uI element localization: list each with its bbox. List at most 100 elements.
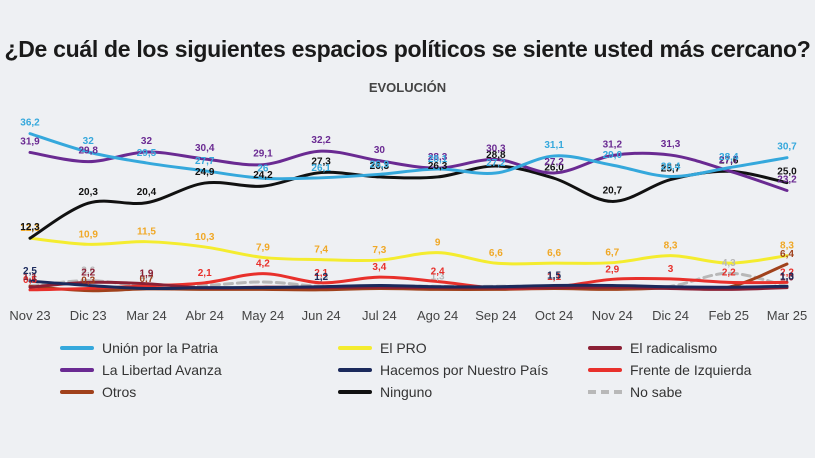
data-label: 30,7	[777, 142, 797, 153]
x-tick-label: Sep 24	[475, 308, 516, 323]
data-label: 26,4	[661, 162, 681, 173]
data-label: 24,2	[253, 170, 273, 181]
data-label: 29,5	[137, 148, 157, 159]
data-label: 8,3	[664, 241, 678, 252]
legend-item: Unión por la Patria	[60, 340, 218, 356]
data-label: 20,7	[603, 185, 623, 196]
series-line-frente-de-izquierda	[28, 272, 789, 292]
x-tick-label: Abr 24	[186, 308, 224, 323]
data-label: 4,3	[722, 258, 736, 269]
legend-item: El radicalismo	[588, 340, 717, 356]
data-label: 29,0	[603, 150, 623, 161]
series-line-el-pro	[28, 236, 789, 266]
data-label: 1,4	[140, 271, 154, 282]
data-label: 3	[668, 264, 674, 275]
x-tick-label: Mar 24	[126, 308, 166, 323]
data-label: 26	[257, 163, 269, 174]
series-line-uni-n-por-la-patria	[28, 132, 789, 181]
data-label: 10,9	[78, 229, 98, 240]
legend-item: No sabe	[588, 384, 682, 400]
data-label: 7,4	[314, 245, 328, 256]
legend-label: No sabe	[630, 384, 683, 400]
x-tick-label: Dic 24	[652, 308, 689, 323]
data-label: 26,9	[370, 159, 390, 170]
data-label: 4,2	[256, 259, 270, 270]
data-label: 7,3	[372, 245, 386, 256]
data-label: 28,8	[486, 150, 506, 161]
legend-swatch	[60, 346, 94, 350]
chart-subtitle: EVOLUCIÓN	[368, 80, 447, 95]
data-label: 2,9	[605, 264, 619, 275]
data-label: 1,3	[780, 271, 794, 282]
data-label: 32	[83, 136, 95, 147]
data-label: 30	[374, 145, 386, 156]
data-label: 25,0	[777, 167, 797, 178]
legend-item: Ninguno	[338, 384, 432, 400]
data-label: 2,2	[81, 267, 95, 278]
data-label: 8,3	[780, 241, 794, 252]
data-label: 2,4	[431, 267, 445, 278]
data-label: 6,6	[489, 248, 503, 259]
data-label: 32,2	[311, 135, 331, 146]
legend-label: Frente de Izquierda	[630, 362, 752, 378]
series-line-hacemos-por-nuestro-pa-s	[28, 279, 789, 291]
data-label: 6,4	[780, 249, 794, 260]
data-label: 3,4	[372, 262, 386, 273]
line-chart: Nov 23 Dic 23 Mar 24 Abr 24 May 24 Jun 24 Jul …	[9, 118, 807, 323]
legend-item: Frente de Izquierda	[588, 362, 751, 378]
data-label: 27,3	[311, 157, 331, 168]
data-label: 29,8	[78, 146, 98, 157]
series-line-la-libertad-avanza	[28, 149, 789, 192]
legend-swatch	[588, 368, 622, 372]
legend-swatch	[60, 368, 94, 372]
data-label: 27,2	[544, 157, 564, 168]
legend-item: Otros	[60, 384, 136, 400]
data-label: 31,9	[20, 136, 40, 147]
data-label: 27,6	[719, 155, 739, 166]
legend-label: El radicalismo	[630, 340, 718, 356]
legend-label: Unión por la Patria	[102, 340, 218, 356]
data-label: 24,9	[195, 167, 215, 178]
x-tick-label: Ago 24	[417, 308, 458, 323]
legend-label: Ninguno	[380, 384, 433, 400]
data-label: 28,3	[428, 152, 448, 163]
data-label: 31,3	[661, 139, 681, 150]
legend-swatch	[60, 390, 94, 394]
data-label: 0,7	[140, 274, 154, 285]
legend-label: La Libertad Avanza	[102, 362, 222, 378]
data-label: 1,2	[314, 272, 328, 283]
data-label: 1,1	[547, 272, 561, 283]
data-label: 1,0	[780, 273, 794, 284]
legend-item: El PRO	[338, 340, 427, 356]
data-label: 26,0	[544, 162, 564, 173]
legend-item: Hacemos por Nuestro País	[338, 362, 548, 378]
data-label: 26,3	[370, 161, 390, 172]
data-label: 1,4	[23, 271, 37, 282]
x-tick-label: Mar 25	[767, 308, 807, 323]
legend-swatch	[588, 390, 622, 394]
data-label: 27,7	[195, 156, 215, 167]
legend-swatch	[338, 390, 372, 394]
chart-title: ¿De cuál de los siguientes espacios polí…	[4, 36, 811, 62]
legend-swatch	[338, 368, 372, 372]
data-label: 6,6	[547, 248, 561, 259]
x-tick-label: Oct 24	[535, 308, 573, 323]
data-label: 25,7	[661, 164, 681, 175]
data-label: 20,4	[137, 187, 157, 198]
data-label: 9	[435, 238, 441, 249]
data-label: 30,4	[195, 143, 215, 154]
data-label: 2,1	[314, 268, 328, 279]
data-label: 0,5	[23, 275, 37, 286]
data-label: 12,3	[20, 222, 40, 233]
x-tick-label: Jun 24	[302, 308, 341, 323]
data-label: 0,3	[81, 276, 95, 287]
series-line-ninguno	[28, 164, 789, 240]
data-label: 27,7	[719, 155, 739, 166]
data-label: 2,1	[198, 268, 212, 279]
x-tick-label: May 24	[242, 308, 285, 323]
data-label: 32	[141, 136, 153, 147]
x-tick-label: Feb 25	[709, 308, 749, 323]
legend-swatch	[588, 346, 622, 350]
data-label: 29,1	[253, 149, 273, 160]
data-label: 1,3	[780, 271, 794, 282]
